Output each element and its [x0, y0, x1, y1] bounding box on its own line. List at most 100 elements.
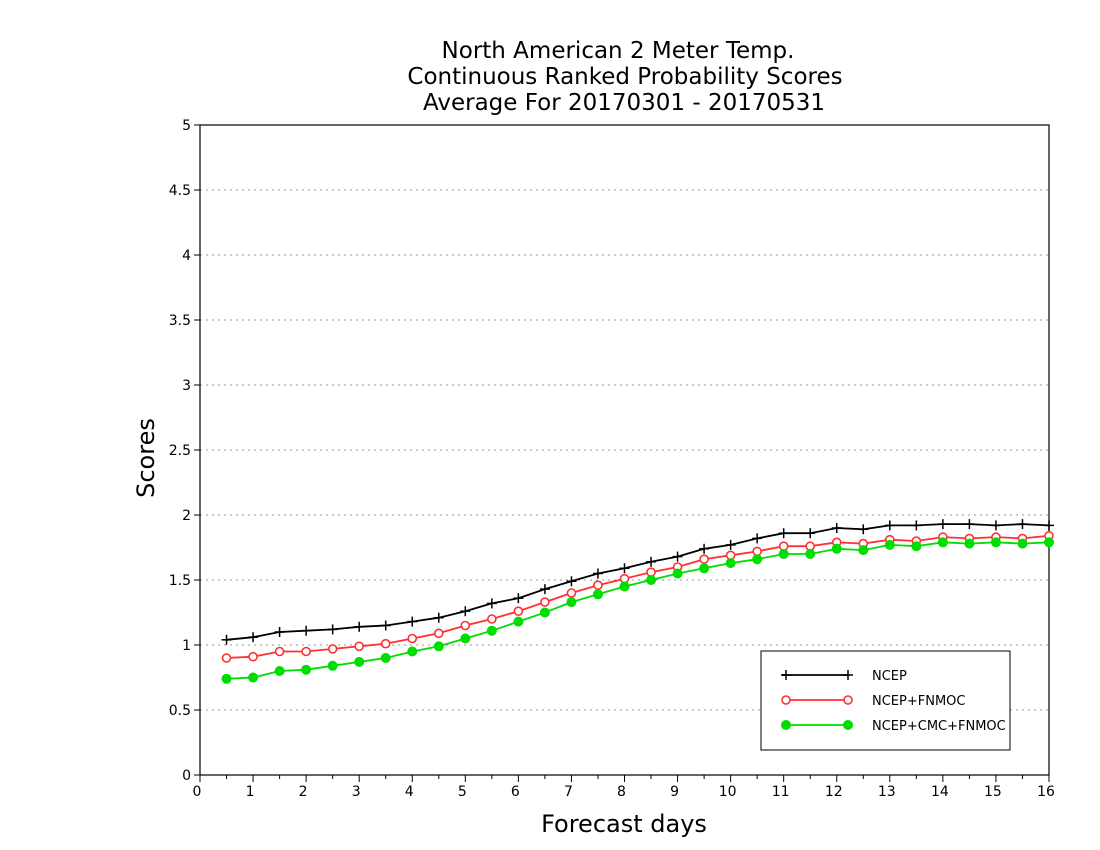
- series-2-point-0: [221, 673, 232, 684]
- x-tick-label-13: 13: [878, 784, 896, 800]
- series-2-point-23: [831, 543, 842, 554]
- series-lines: [221, 519, 1054, 684]
- series-0-point-22: [805, 528, 816, 539]
- series-0-point-30: [1017, 519, 1028, 530]
- series-2-point-17: [672, 568, 683, 579]
- series-2-point-27: [937, 537, 948, 548]
- series-2-point-20: [752, 554, 763, 565]
- series-1-point-2: [274, 646, 285, 657]
- legend-marker-start-2: [781, 720, 791, 730]
- series-2-point-13: [566, 597, 577, 608]
- series-1-point-3: [301, 646, 311, 657]
- legend-label-0: NCEP: [872, 669, 907, 684]
- series-0-point-11: [513, 593, 524, 604]
- series-2-point-26: [911, 541, 922, 552]
- y-tick-label-6: 3: [182, 378, 191, 394]
- x-tick-label-12: 12: [825, 784, 843, 800]
- series-1-point-10: [487, 614, 497, 624]
- series-0-point-7: [407, 616, 418, 627]
- x-tick-label-7: 7: [564, 784, 573, 800]
- series-2-point-30: [1017, 538, 1028, 549]
- series-1-point-5: [354, 641, 364, 652]
- y-tick-label-5: 2.5: [169, 443, 191, 459]
- series-2-point-15: [619, 581, 630, 592]
- series-0-point-9: [460, 606, 471, 617]
- series-0-point-15: [619, 563, 630, 574]
- legend-label-1: NCEP+FNMOC: [872, 694, 965, 709]
- series-0-point-6: [380, 620, 391, 631]
- legend-marker-end-1: [843, 695, 853, 705]
- series-0-point-14: [592, 568, 603, 579]
- chart-title-line-1: North American 2 Meter Temp.: [442, 38, 795, 64]
- series-2-point-1: [248, 672, 259, 683]
- legend-entry-0: NCEP: [781, 669, 907, 684]
- series-2-point-10: [486, 625, 497, 636]
- legend-entry-1: NCEP+FNMOC: [781, 694, 965, 709]
- y-tick-label-7: 3.5: [169, 313, 191, 329]
- series-0: [221, 519, 1054, 645]
- series-2-point-5: [354, 656, 365, 667]
- x-tick-label-3: 3: [352, 784, 361, 800]
- y-tick-label-10: 5: [182, 118, 191, 134]
- x-tick-label-0: 0: [193, 784, 202, 800]
- series-2-point-18: [699, 563, 710, 574]
- series-2-point-24: [858, 545, 869, 556]
- series-1-point-7: [407, 633, 418, 644]
- series-2-point-2: [274, 666, 285, 676]
- series-1-point-11: [513, 606, 524, 617]
- series-1-point-0: [221, 653, 232, 663]
- series-2: [221, 537, 1054, 684]
- series-1-point-1: [248, 651, 258, 662]
- x-tick-label-1: 1: [246, 784, 255, 800]
- series-0-point-10: [486, 598, 497, 609]
- legend-marker-end-2: [843, 720, 853, 730]
- series-2-point-29: [990, 537, 1001, 548]
- series-2-point-11: [513, 616, 524, 627]
- series-0-point-24: [858, 524, 869, 535]
- y-tick-label-3: 1.5: [169, 573, 191, 589]
- legend-entry-2: NCEP+CMC+FNMOC: [781, 719, 1006, 734]
- series-1-point-13: [566, 588, 577, 598]
- series-1-point-14: [593, 580, 603, 591]
- y-axis: 0 0.5 1 1.5 2 2.5 3 3.5 4 4.5 5: [169, 118, 200, 784]
- series-1-point-18: [699, 554, 709, 565]
- y-tick-label-0: 0: [182, 768, 191, 784]
- legend-marker-start-1: [781, 695, 791, 705]
- series-2-point-28: [964, 538, 975, 549]
- series-2-point-31: [1044, 537, 1054, 548]
- x-axis-label: Forecast days: [541, 810, 707, 838]
- x-tick-label-4: 4: [405, 784, 414, 800]
- y-axis-label: Scores: [132, 418, 160, 498]
- series-0-point-1: [248, 632, 259, 643]
- series-0-point-3: [301, 625, 312, 636]
- y-tick-label-2: 1: [182, 638, 191, 654]
- series-0-point-4: [327, 624, 338, 635]
- series-2-point-21: [778, 549, 789, 559]
- chart-title-line-3: Average For 20170301 - 20170531: [423, 90, 825, 116]
- series-1-point-12: [540, 597, 550, 607]
- series-0-point-2: [274, 627, 285, 637]
- series-2-point-6: [380, 653, 391, 663]
- x-tick-label-10: 10: [719, 784, 737, 800]
- series-0-point-29: [990, 520, 1001, 531]
- series-2-point-16: [646, 575, 657, 585]
- series-2-point-4: [327, 660, 338, 671]
- series-0-point-26: [911, 520, 922, 531]
- chart-title-line-2: Continuous Ranked Probability Scores: [407, 64, 842, 90]
- y-tick-label-8: 4: [182, 248, 191, 264]
- series-0-point-0: [221, 634, 232, 645]
- series-0-point-20: [752, 533, 763, 544]
- x-tick-label-14: 14: [931, 784, 949, 800]
- x-tick-label-6: 6: [511, 784, 520, 800]
- series-2-point-3: [301, 664, 312, 675]
- series-2-point-22: [805, 549, 816, 559]
- legend: NCEP NCEP+FNMOC NCEP+CMC+FNMOC: [760, 650, 1011, 751]
- series-2-point-14: [592, 589, 603, 600]
- x-tick-label-15: 15: [984, 784, 1002, 800]
- y-tick-label-9: 4.5: [169, 183, 191, 199]
- series-1-point-4: [327, 644, 338, 654]
- series-1-point-6: [380, 638, 391, 649]
- legend-label-2: NCEP+CMC+FNMOC: [872, 719, 1006, 734]
- series-0-point-21: [778, 528, 789, 539]
